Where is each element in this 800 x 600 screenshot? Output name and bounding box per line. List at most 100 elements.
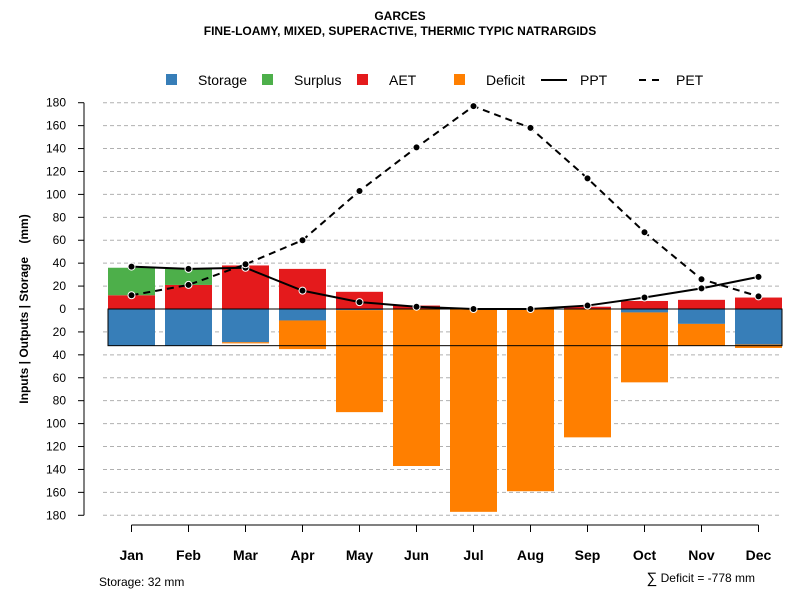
pet-point <box>298 236 307 245</box>
ppt-point <box>526 305 535 313</box>
x-tick-label: Jul <box>463 547 483 563</box>
deficit-bar <box>507 309 554 492</box>
ppt-point <box>298 286 307 295</box>
y-tick-label: 40 <box>53 256 67 270</box>
storage-bar <box>108 309 155 346</box>
y-tick-label: 80 <box>53 394 67 408</box>
aet-bar <box>678 299 725 309</box>
y-tick-label: 140 <box>46 142 66 156</box>
deficit-bar <box>735 344 782 348</box>
pet-point <box>754 292 763 301</box>
storage-bar <box>336 309 383 311</box>
y-axis-title: Inputs | Outputs | Storage (mm) <box>17 214 31 403</box>
y-tick-label: 60 <box>53 371 67 385</box>
legend-swatch <box>262 74 273 85</box>
storage-capacity-box <box>107 308 783 347</box>
ppt-point <box>583 301 592 310</box>
deficit-bar <box>450 309 497 512</box>
pet-point <box>469 102 478 111</box>
pet-point <box>241 260 250 269</box>
x-tick-label: May <box>346 547 373 563</box>
storage-bar <box>678 309 725 324</box>
y-tick-label: 60 <box>53 233 67 247</box>
pet-point <box>640 228 649 237</box>
deficit-bar <box>393 309 440 467</box>
deficit-bar <box>336 310 383 413</box>
legend-swatch <box>357 74 368 85</box>
y-tick-label: 160 <box>46 119 66 133</box>
deficit-bar <box>678 323 725 346</box>
ppt-point <box>412 302 421 311</box>
storage-bar <box>621 309 668 313</box>
ppt-point <box>355 298 364 307</box>
legend-swatch <box>166 74 177 85</box>
y-tick-label: 80 <box>53 210 67 224</box>
deficit-bar <box>564 309 611 438</box>
x-tick-label: Oct <box>633 547 657 563</box>
x-tick-label: Feb <box>176 547 201 563</box>
storage-bar <box>222 309 269 343</box>
y-tick-label: 40 <box>53 348 67 362</box>
x-tick-label: Aug <box>517 547 544 563</box>
y-tick-label: 160 <box>46 485 66 499</box>
legend-label: PPT <box>580 72 608 88</box>
pet-point <box>412 143 421 152</box>
pet-point <box>127 291 136 300</box>
y-tick-label: 100 <box>46 187 66 201</box>
deficit-summary: ∑ Deficit = -778 mm <box>647 570 755 587</box>
pet-point <box>355 186 364 195</box>
pet-point <box>583 174 592 183</box>
y-tick-label: 180 <box>46 96 66 110</box>
deficit-summary-text: Deficit = -778 mm <box>660 571 755 585</box>
y-tick-label: 20 <box>53 279 67 293</box>
y-tick-label: 180 <box>46 508 66 522</box>
ppt-point <box>697 284 706 293</box>
deficit-bar <box>279 320 326 350</box>
y-tick-label: 20 <box>53 325 67 339</box>
x-tick-label: Mar <box>233 547 258 563</box>
legend-swatch <box>454 74 465 85</box>
surplus-bar <box>108 267 155 296</box>
legend-label: Deficit <box>486 72 525 88</box>
deficit-bar <box>621 312 668 383</box>
y-tick-label: 140 <box>46 462 66 476</box>
storage-bar <box>279 309 326 321</box>
aet-bar <box>165 284 212 309</box>
y-tick-label: 0 <box>59 302 66 316</box>
chart-title: GARCES <box>374 9 426 23</box>
x-tick-label: Nov <box>688 547 715 563</box>
storage-bar <box>165 309 212 346</box>
aet-bar <box>621 300 668 309</box>
x-tick-label: Jun <box>404 547 429 563</box>
ppt-point <box>469 305 478 313</box>
ppt-point <box>184 264 193 273</box>
legend-label: AET <box>389 72 417 88</box>
ppt-point <box>640 293 649 302</box>
chart-subtitle: FINE-LOAMY, MIXED, SUPERACTIVE, THERMIC … <box>203 24 597 38</box>
pet-line <box>131 105 759 298</box>
y-tick-label: 120 <box>46 440 66 454</box>
surplus-bar <box>165 268 212 285</box>
aet-bar <box>222 265 269 309</box>
aet-bar <box>108 295 155 309</box>
legend-label: PET <box>676 72 704 88</box>
aet-bar <box>735 297 782 309</box>
sum-icon: ∑ <box>646 570 658 587</box>
x-tick-label: Sep <box>575 547 601 563</box>
legend-label: Storage <box>198 72 247 88</box>
pet-point <box>697 275 706 284</box>
x-tick-label: Apr <box>290 547 315 563</box>
ppt-point <box>127 262 136 271</box>
x-tick-label: Dec <box>746 547 772 563</box>
x-tick-label: Jan <box>119 547 143 563</box>
legend-label: Surplus <box>294 72 341 88</box>
y-tick-label: 100 <box>46 417 66 431</box>
storage-summary: Storage: 32 mm <box>99 575 185 589</box>
storage-bar <box>735 309 782 345</box>
y-tick-label: 120 <box>46 164 66 178</box>
pet-point <box>526 123 535 132</box>
deficit-bar <box>222 342 269 344</box>
ppt-point <box>754 272 763 281</box>
pet-point <box>184 280 193 289</box>
